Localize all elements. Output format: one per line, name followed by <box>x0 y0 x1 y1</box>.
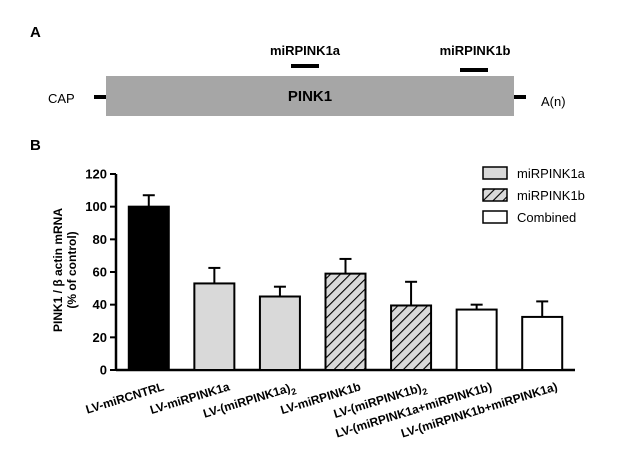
bar <box>390 304 433 372</box>
legend-swatch <box>482 210 508 224</box>
pink1-gene-bar <box>106 76 514 116</box>
legend-label: miRPINK1b <box>517 188 585 203</box>
y-tick-label: 60 <box>93 265 107 280</box>
y-tick-label: 100 <box>85 199 107 214</box>
legend-label: miRPINK1a <box>517 166 586 181</box>
panel-a: A PINK1 CAP A(n) miRPINK1a miRPINK1b <box>30 24 566 116</box>
bar <box>324 272 367 371</box>
site-a-marker <box>291 64 319 68</box>
gene-label: PINK1 <box>288 88 332 105</box>
y-tick-label: 20 <box>93 330 107 345</box>
polya-end-line <box>514 95 526 99</box>
bar <box>521 315 564 371</box>
site-b-marker <box>460 68 488 72</box>
polya-label: A(n) <box>541 94 566 109</box>
panel-a-label: A <box>30 24 41 41</box>
bar <box>455 308 498 372</box>
y-tick-label: 40 <box>93 297 107 312</box>
site-b-label: miRPINK1b <box>440 43 511 58</box>
site-a-label: miRPINK1a <box>270 43 341 58</box>
y-axis-title-line1: PINK1 / β actin mRNA <box>51 208 65 332</box>
cap-label: CAP <box>48 91 75 106</box>
legend-swatch <box>482 188 508 202</box>
panel-b: B PINK1 / β actin mRNA (% of control) 0 2… <box>30 137 586 440</box>
legend-label: Combined <box>517 210 576 225</box>
bar-chart: 020406080100120LV-miRCNTRLLV-miRPINK1aLV… <box>84 166 586 440</box>
y-tick-label: 120 <box>85 167 107 182</box>
bar <box>193 282 236 371</box>
y-axis-title-line2: (% of control) <box>65 231 79 308</box>
legend-swatch <box>482 166 508 180</box>
y-tick-label: 80 <box>93 232 107 247</box>
y-axis-title: PINK1 / β actin mRNA (% of control) <box>51 208 79 332</box>
cap-end-line <box>94 95 106 99</box>
panel-b-label: B <box>30 137 41 154</box>
bar <box>258 295 301 371</box>
bar <box>127 205 170 371</box>
y-tick-label: 0 <box>100 363 107 378</box>
